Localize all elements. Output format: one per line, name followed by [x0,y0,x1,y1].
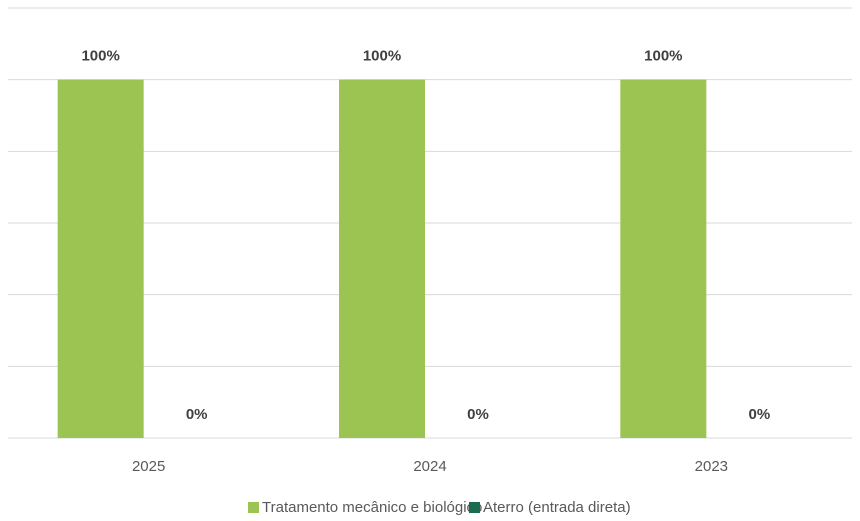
x-tick-label: 2023 [695,458,728,475]
legend-label: Aterro (entrada direta) [483,499,631,516]
legend-swatch [469,502,480,513]
legend-swatch [248,502,259,513]
bar [57,79,144,439]
value-label: 0% [748,406,770,423]
value-label: 0% [467,406,489,423]
value-label: 100% [644,48,682,65]
bar [620,79,707,439]
x-tick-label: 2024 [413,458,446,475]
bar [339,79,425,439]
value-label: 100% [363,48,401,65]
legend-label: Tratamento mecânico e biológico [262,499,482,516]
value-label: 100% [81,48,119,65]
value-label: 0% [186,406,208,423]
x-tick-label: 2025 [132,458,165,475]
